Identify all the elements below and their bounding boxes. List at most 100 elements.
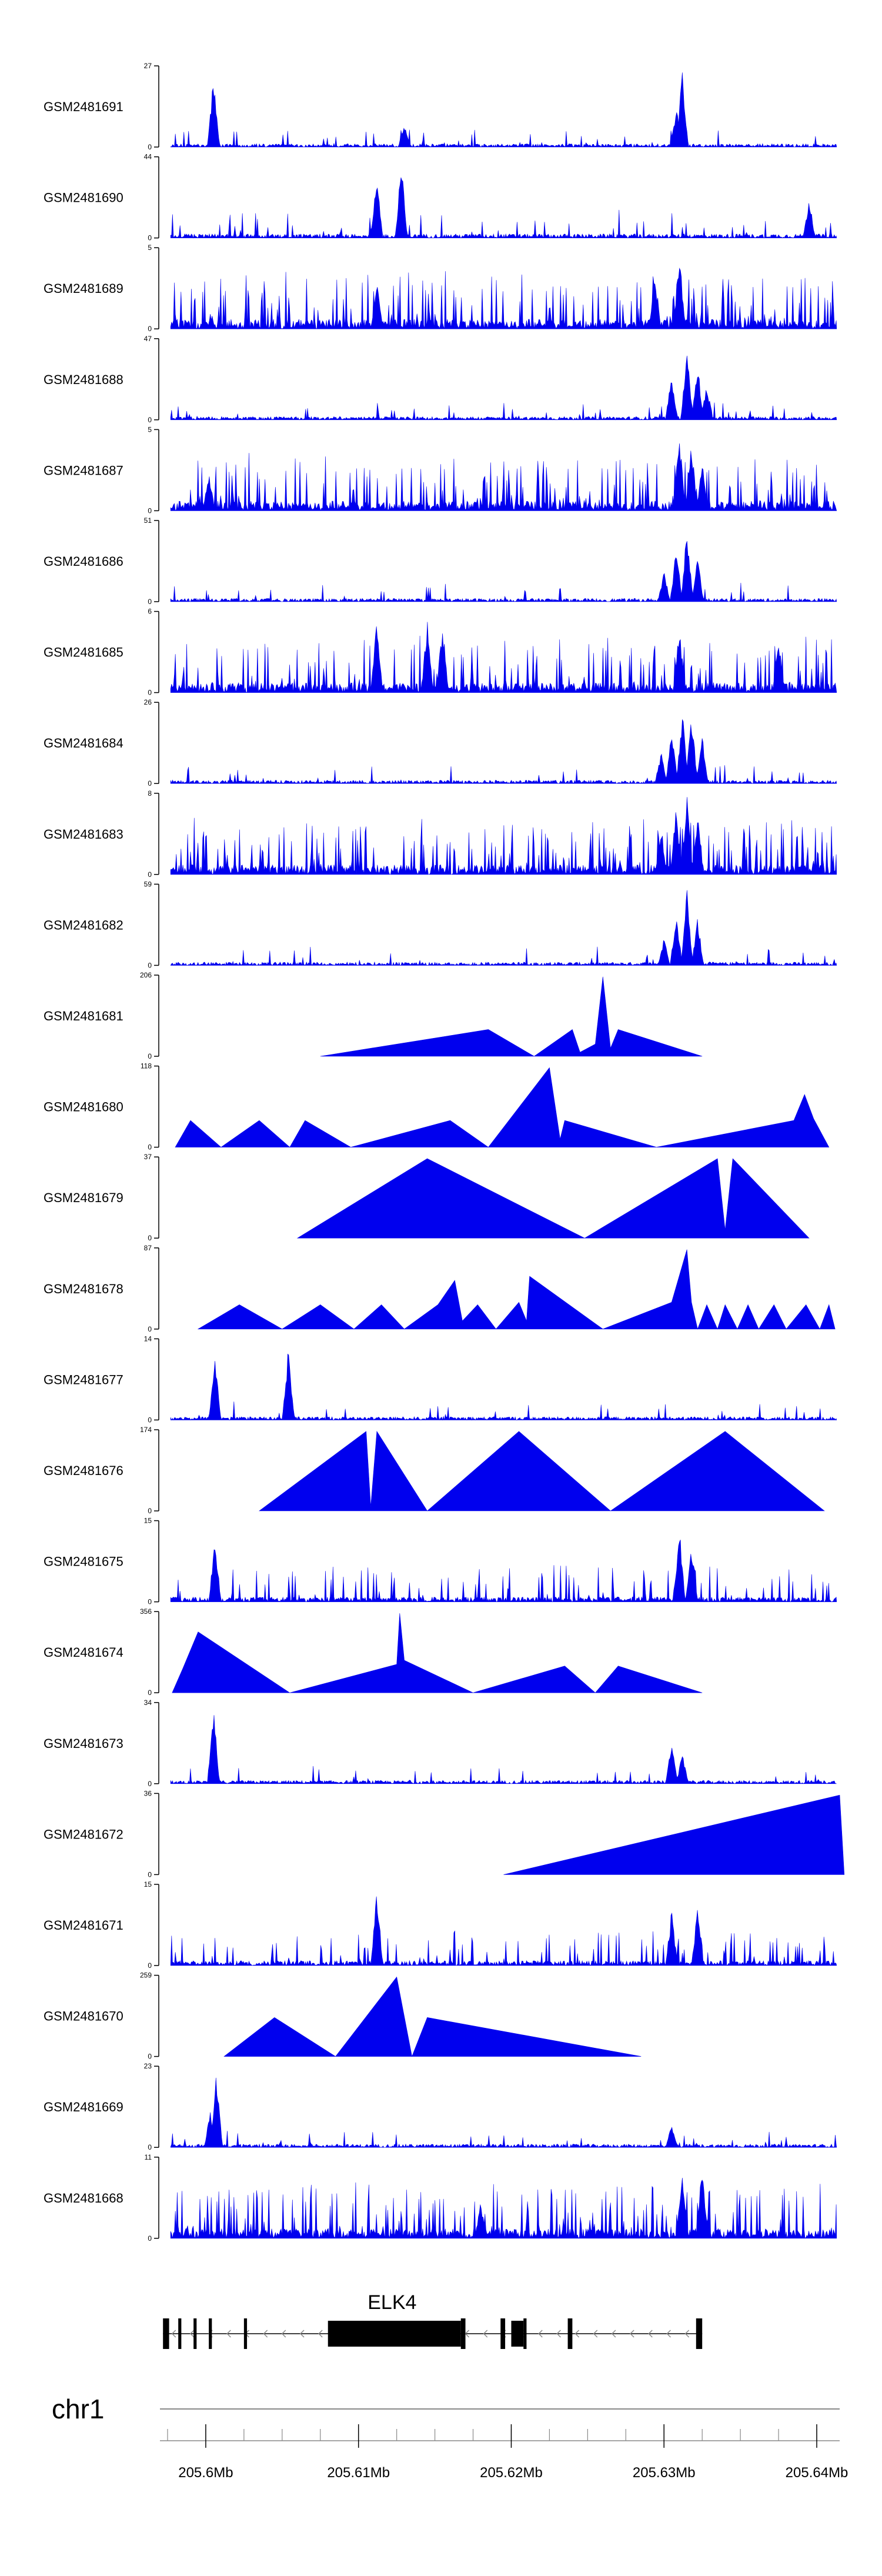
track-label: GSM2481688 [44,372,123,387]
y-axis-max-label: 27 [144,62,152,70]
chromosome-label: chr1 [52,2394,104,2424]
track-GSM2481687: GSM2481687 5 0 [44,425,837,515]
track-label: GSM2481689 [44,281,123,296]
y-axis-max-label: 356 [140,1607,152,1616]
track-label: GSM2481675 [44,1554,123,1569]
strand-arrow [263,2330,268,2338]
track-label: GSM2481673 [44,1736,123,1751]
y-axis-min-label: 0 [148,1325,152,1333]
y-axis-max-label: 26 [144,698,152,706]
y-axis-max-label: 15 [144,1517,152,1525]
y-axis-min-label: 0 [148,689,152,697]
y-axis-max-label: 8 [148,789,152,798]
track-GSM2481668: GSM2481668 11 0 [44,2153,837,2243]
coverage-area [320,976,703,1057]
exon [209,2318,212,2349]
exon [328,2321,461,2347]
track-label: GSM2481687 [44,463,123,478]
track-GSM2481679: GSM2481679 37 0 [44,1153,810,1242]
y-axis-max-label: 5 [148,243,152,252]
track-GSM2481684: GSM2481684 26 0 [44,698,837,788]
track-GSM2481672: GSM2481672 36 0 [44,1789,845,1878]
y-axis-max-label: 118 [141,1062,152,1070]
track-label: GSM2481681 [44,1009,123,1023]
coverage-area [170,355,837,421]
track-GSM2481691: GSM2481691 27 0 [44,62,837,151]
gene-model-track: ELK4 [163,2291,703,2349]
axis-tick-label: 205.64Mb [786,2465,848,2481]
y-axis-min-label: 0 [148,1598,152,1606]
coverage-area [170,443,837,511]
exon [511,2321,524,2347]
coverage-area [170,1539,837,1603]
track-GSM2481671: GSM2481671 15 0 [44,1880,837,1970]
coverage-area [170,797,837,875]
coverage-area [258,1430,825,1511]
y-axis-min-label: 0 [148,325,152,333]
strand-arrow [318,2330,323,2338]
coverage-area [170,1715,837,1784]
track-label: GSM2481677 [44,1372,123,1387]
strand-arrow [593,2330,598,2338]
track-GSM2481689: GSM2481689 5 0 [44,243,837,333]
coverage-area [170,2077,837,2148]
strand-arrow [465,2330,470,2338]
strand-arrow [611,2330,616,2338]
y-axis-min-label: 0 [148,1870,152,1878]
y-axis-min-label: 0 [148,2143,152,2151]
track-label: GSM2481682 [44,917,123,932]
coverage-area [296,1158,810,1239]
strand-arrow [666,2330,671,2338]
track-GSM2481681: GSM2481681 206 0 [44,971,703,1060]
track-label: GSM2481674 [44,1645,123,1660]
track-GSM2481678: GSM2481678 87 0 [44,1244,836,1333]
strand-arrow [189,2330,195,2338]
y-axis-max-label: 44 [144,153,152,161]
track-label: GSM2481686 [44,554,123,569]
y-axis-max-label: 15 [144,1880,152,1888]
y-axis-max-label: 259 [140,1971,152,1980]
y-axis-max-label: 23 [144,2062,152,2070]
exon [696,2318,703,2349]
track-GSM2481686: GSM2481686 51 0 [44,516,837,606]
track-GSM2481682: GSM2481682 59 0 [44,880,837,969]
track-GSM2481690: GSM2481690 44 0 [44,153,837,242]
track-GSM2481674: GSM2481674 356 0 [44,1607,703,1697]
axis-tick-label: 205.61Mb [327,2465,390,2481]
track-label: GSM2481671 [44,1918,123,1933]
y-axis-min-label: 0 [148,1507,152,1515]
y-axis-max-label: 206 [140,971,152,979]
coverage-area [170,890,837,966]
y-axis-max-label: 5 [148,425,152,433]
y-axis-min-label: 0 [148,234,152,242]
coverage-area [172,1613,703,1693]
strand-arrow [648,2330,653,2338]
exon [243,2318,248,2349]
y-axis-min-label: 0 [148,506,152,515]
strand-arrow [226,2330,231,2338]
track-GSM2481669: GSM2481669 23 0 [44,2062,837,2151]
y-axis-min-label: 0 [148,1416,152,1424]
y-axis-min-label: 0 [148,1234,152,1242]
track-label: GSM2481690 [44,191,123,205]
y-axis-max-label: 87 [144,1244,152,1252]
y-axis-max-label: 11 [145,2153,152,2161]
y-axis-min-label: 0 [148,2053,152,2061]
y-axis-min-label: 0 [148,598,152,606]
track-label: GSM2481679 [44,1190,123,1205]
strand-arrow [684,2330,690,2338]
coverage-area [170,1896,837,1966]
track-GSM2481676: GSM2481676 174 0 [44,1426,825,1515]
y-axis-max-label: 6 [148,608,152,616]
y-axis-min-label: 0 [148,870,152,879]
genome-axis: chr1 205.6Mb 205.61Mb 205.62Mb 205.63Mb 205.… [52,2394,848,2481]
track-GSM2481675: GSM2481675 15 0 [44,1517,837,1606]
track-GSM2481688: GSM2481688 47 0 [44,335,837,424]
track-label: GSM2481678 [44,1282,123,1296]
y-axis-min-label: 0 [148,416,152,424]
coverage-area [197,1249,836,1330]
y-axis-min-label: 0 [148,1143,152,1152]
exon [460,2318,466,2349]
strand-arrow [281,2330,286,2338]
